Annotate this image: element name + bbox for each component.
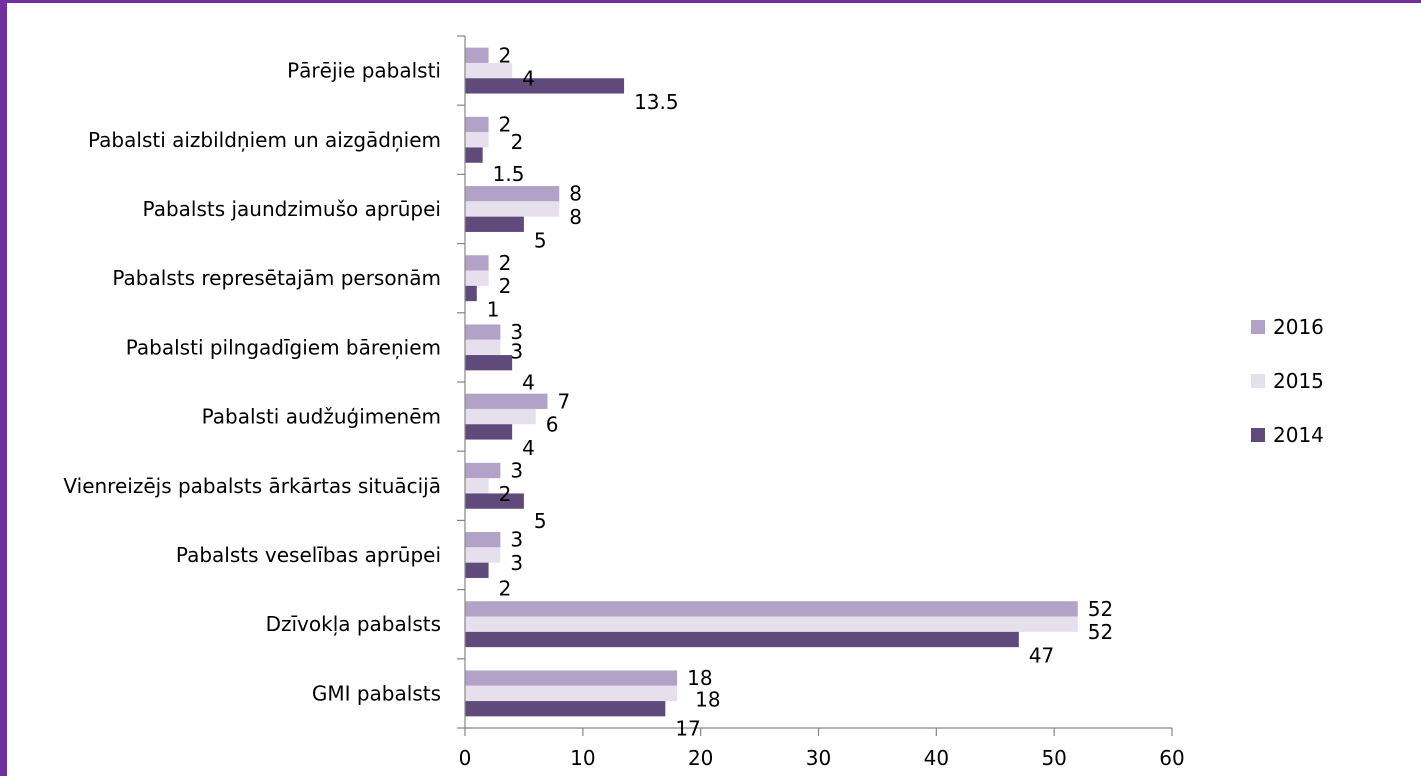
value-label-2015-dzivokla-pabalsts: 52 xyxy=(1088,620,1113,644)
bar-2016-parejie-pabalsti xyxy=(465,47,489,63)
x-tick-label-30: 30 xyxy=(806,746,831,770)
value-label-2014-pabalsts-veselibas-aprupei: 2 xyxy=(499,576,512,600)
bar-2016-vienreizejs-pabalsts-arkartas-situacija xyxy=(465,462,501,479)
value-label-2016-pabalsts-represetajam-personam: 2 xyxy=(499,251,512,275)
x-tick-label-0: 0 xyxy=(459,746,472,770)
value-label-2014-pabalsti-pilngadigiem-bareniem: 4 xyxy=(522,371,535,395)
bars-layer xyxy=(465,47,1078,717)
bar-2016-pabalsts-represetajam-personam xyxy=(465,255,489,271)
axes-layer xyxy=(457,35,1173,736)
value-label-2015-pabalsts-jaundzimuso-aprupei: 8 xyxy=(569,205,582,229)
legend: 2016 2015 2014 xyxy=(1251,315,1324,447)
category-label-pabalsti-pilngadigiem-bareniem: Pabalsti pilngadīgiem bāreņiem xyxy=(126,335,441,359)
category-label-pabalsts-represetajam-personam: Pabalsts represētajām personām xyxy=(112,266,441,290)
bar-2015-gmi-pabalsts xyxy=(465,685,678,702)
bar-2014-pabalsts-jaundzimuso-aprupei xyxy=(465,216,524,232)
legend-label-2016: 2016 xyxy=(1273,315,1324,339)
value-label-2015-gmi-pabalsts: 18 xyxy=(695,687,720,711)
bar-2014-pabalsti-pilngadigiem-bareniem xyxy=(465,355,513,371)
category-label-parejie-pabalsti: Pārējie pabalsti xyxy=(287,59,441,83)
value-label-2014-pabalsts-represetajam-personam: 1 xyxy=(487,298,500,322)
bar-2016-pabalsts-jaundzimuso-aprupei xyxy=(465,186,560,202)
bar-2015-parejie-pabalsti xyxy=(465,62,513,79)
bar-2014-parejie-pabalsti xyxy=(465,78,625,94)
value-label-2014-parejie-pabalsti: 13.5 xyxy=(634,90,679,114)
bar-2016-dzivokla-pabalsts xyxy=(465,601,1078,617)
x-tick-label-40: 40 xyxy=(924,746,949,770)
value-label-2015-pabalsti-aizbildniem-un-aizgadniem: 2 xyxy=(511,130,524,154)
value-label-2016-dzivokla-pabalsts: 52 xyxy=(1088,597,1113,621)
legend-swatch-2015 xyxy=(1251,374,1265,388)
bar-2014-gmi-pabalsts xyxy=(465,701,666,717)
bar-2015-dzivokla-pabalsts xyxy=(465,616,1078,632)
value-label-2015-pabalsti-pilngadigiem-bareniem: 3 xyxy=(510,339,523,363)
category-label-pabalsts-jaundzimuso-aprupei: Pabalsts jaundzimušo aprūpei xyxy=(143,197,441,221)
bar-2014-pabalsti-audzugimenem xyxy=(465,424,513,440)
value-label-2016-pabalsts-veselibas-aprupei: 3 xyxy=(510,528,523,552)
value-label-2015-pabalsts-veselibas-aprupei: 3 xyxy=(510,551,523,575)
value-label-2015-pabalsts-represetajam-personam: 2 xyxy=(499,274,512,298)
value-label-2016-gmi-pabalsts: 18 xyxy=(687,666,712,690)
value-label-2015-vienreizejs-pabalsts-arkartas-situacija: 2 xyxy=(499,482,512,506)
x-tick-label-20: 20 xyxy=(688,746,713,770)
category-label-vienreizejs-pabalsts-arkartas-situacija: Vienreizējs pabalsts ārkārtas situācijā xyxy=(63,474,441,498)
bar-2015-pabalsts-veselibas-aprupei xyxy=(465,547,501,563)
value-label-2014-dzivokla-pabalsts: 47 xyxy=(1029,644,1054,668)
value-label-2014-pabalsti-audzugimenem: 4 xyxy=(522,436,535,460)
category-label-gmi-pabalsts: GMI pabalsts xyxy=(312,681,441,705)
bar-2014-vienreizejs-pabalsts-arkartas-situacija xyxy=(465,493,524,509)
legend-swatch-2016 xyxy=(1251,320,1265,334)
value-label-2015-parejie-pabalsti: 4 xyxy=(522,67,535,91)
value-label-2014-vienreizejs-pabalsts-arkartas-situacija: 5 xyxy=(534,509,547,533)
bar-2016-pabalsti-pilngadigiem-bareniem xyxy=(465,324,501,340)
value-label-2016-vienreizejs-pabalsts-arkartas-situacija: 3 xyxy=(510,459,523,483)
bar-2015-vienreizejs-pabalsts-arkartas-situacija xyxy=(465,478,489,494)
bar-2014-pabalsts-veselibas-aprupei xyxy=(465,562,489,578)
category-label-pabalsts-veselibas-aprupei: Pabalsts veselības aprūpei xyxy=(176,543,441,567)
value-label-2014-gmi-pabalsts: 17 xyxy=(675,717,700,741)
bar-2015-pabalsti-pilngadigiem-bareniem xyxy=(465,339,501,356)
x-tick-label-60: 60 xyxy=(1159,746,1184,770)
value-label-2016-pabalsti-pilngadigiem-bareniem: 3 xyxy=(510,320,523,344)
x-tick-label-50: 50 xyxy=(1041,746,1066,770)
bar-2015-pabalsts-jaundzimuso-aprupei xyxy=(465,201,560,217)
bar-2014-pabalsti-aizbildniem-un-aizgadniem xyxy=(465,147,483,163)
category-label-pabalsti-aizbildniem-un-aizgadniem: Pabalsti aizbildņiem un aizgādņiem xyxy=(88,128,441,152)
category-label-pabalsti-audzugimenem: Pabalsti audžuģimenēm xyxy=(202,405,441,429)
bar-2016-pabalsts-veselibas-aprupei xyxy=(465,532,501,548)
legend-swatch-2014 xyxy=(1251,428,1265,442)
x-tick-label-10: 10 xyxy=(570,746,595,770)
bar-2016-gmi-pabalsts xyxy=(465,670,678,686)
value-label-2016-parejie-pabalsti: 2 xyxy=(499,43,512,67)
legend-label-2014: 2014 xyxy=(1273,423,1324,447)
value-label-2014-pabalsti-aizbildniem-un-aizgadniem: 1.5 xyxy=(493,162,525,186)
value-label-2014-pabalsts-jaundzimuso-aprupei: 5 xyxy=(534,228,547,252)
category-label-dzivokla-pabalsts: Dzīvokļa pabalsts xyxy=(266,612,441,636)
value-label-2016-pabalsti-aizbildniem-un-aizgadniem: 2 xyxy=(499,113,512,137)
bar-2014-pabalsts-represetajam-personam xyxy=(465,285,477,302)
bar-2014-dzivokla-pabalsts xyxy=(465,631,1019,648)
bar-2016-pabalsti-aizbildniem-un-aizgadniem xyxy=(465,116,489,133)
value-label-2016-pabalsti-audzugimenem: 7 xyxy=(557,389,570,413)
bar-2015-pabalsts-represetajam-personam xyxy=(465,270,489,286)
bar-2016-pabalsti-audzugimenem xyxy=(465,393,548,409)
bar-2015-pabalsti-audzugimenem xyxy=(465,408,536,425)
value-label-2016-pabalsts-jaundzimuso-aprupei: 8 xyxy=(569,182,582,206)
bar-2015-pabalsti-aizbildniem-un-aizgadniem xyxy=(465,132,489,148)
value-label-2015-pabalsti-audzugimenem: 6 xyxy=(546,413,559,437)
legend-label-2015: 2015 xyxy=(1273,369,1324,393)
